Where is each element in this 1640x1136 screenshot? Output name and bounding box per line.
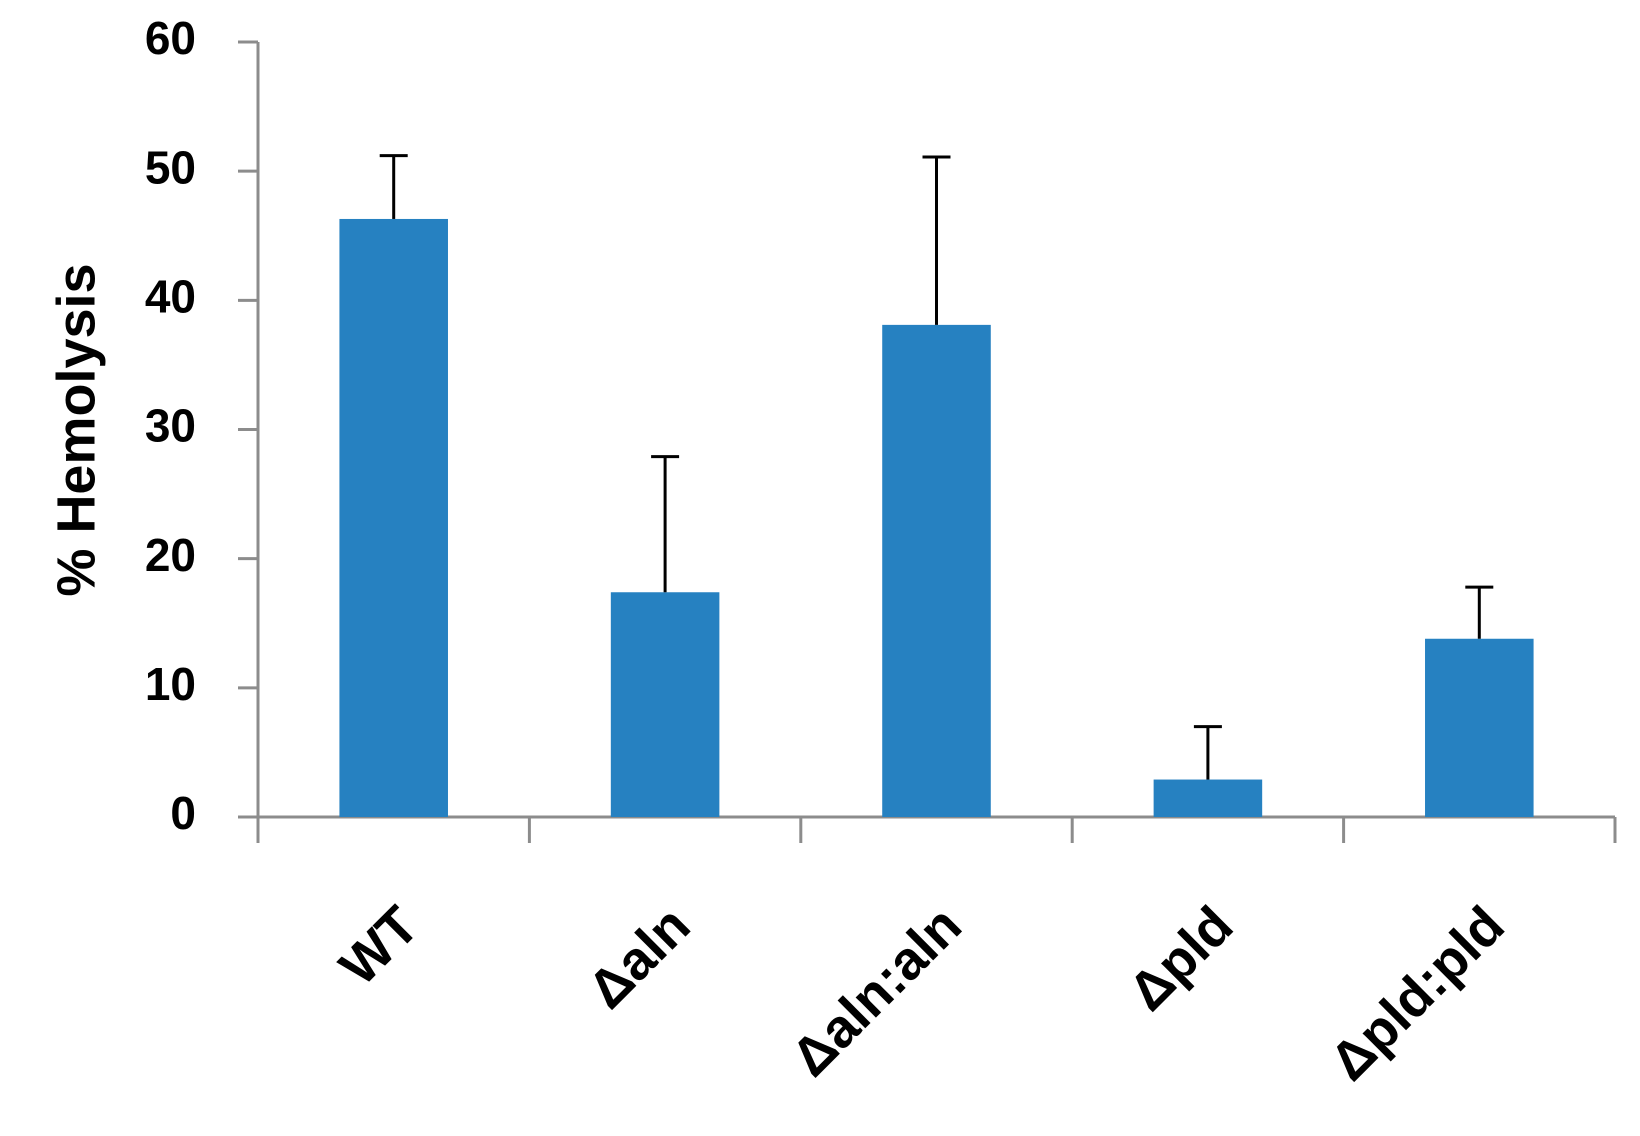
bar — [339, 218, 448, 818]
y-tick-label: 20 — [145, 529, 196, 581]
y-axis-title: % Hemolysis — [46, 263, 106, 596]
bar — [1153, 779, 1263, 817]
bar — [610, 592, 720, 817]
y-tick-label: 40 — [145, 270, 196, 322]
bar — [1425, 638, 1534, 817]
error-bar — [922, 155, 951, 325]
y-tick-label: 30 — [145, 400, 196, 452]
error-bar — [651, 455, 680, 593]
x-tick-label: WT — [328, 895, 430, 997]
y-tick-label: 50 — [145, 141, 196, 193]
x-tick-label: Δpld:pld — [1319, 895, 1516, 1092]
x-tick-label: Δaln — [577, 895, 702, 1020]
error-bar — [1193, 725, 1222, 780]
y-tick-label: 60 — [145, 12, 196, 64]
error-bar — [1465, 585, 1494, 639]
y-tick-label: 10 — [145, 658, 196, 710]
bar — [882, 324, 991, 817]
x-tick-label: Δaln:aln — [780, 895, 973, 1088]
error-bar — [379, 154, 408, 219]
x-tick-label: Δpld — [1117, 895, 1244, 1022]
y-tick-label: 0 — [170, 787, 196, 839]
